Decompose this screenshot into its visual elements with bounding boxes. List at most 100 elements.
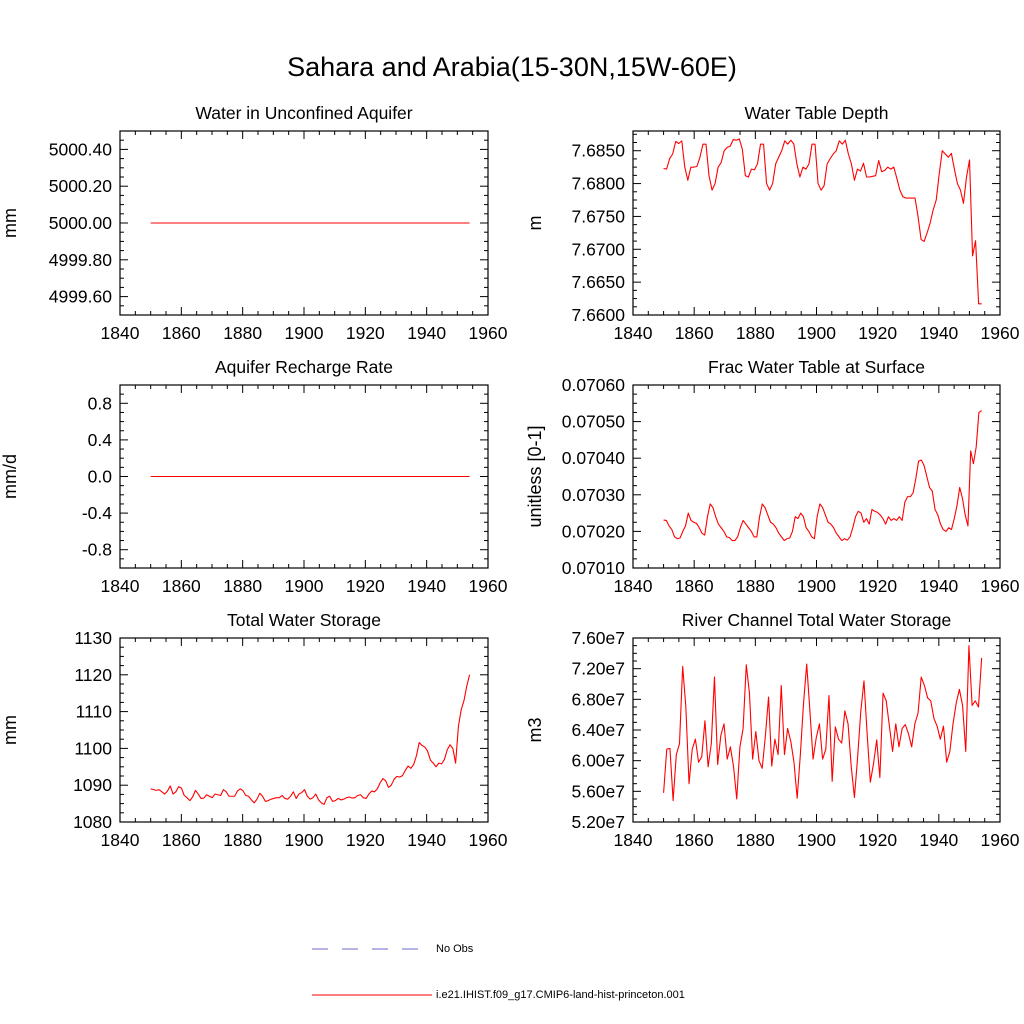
panel-title: Frac Water Table at Surface [708,357,925,377]
y-tick-label: 7.6650 [571,272,625,292]
x-tick-label: 1960 [981,323,1020,343]
x-tick-label: 1960 [469,830,508,850]
y-tick-label: 1080 [73,812,112,832]
x-tick-label: 1840 [101,576,140,596]
y-tick-label: 1110 [76,702,113,722]
legend-label-model-run: i.e21.IHIST.f09_g17.CMIP6-land-hist-prin… [436,989,685,1001]
x-tick-label: 1940 [919,830,958,850]
x-tick-label: 1940 [407,576,446,596]
x-tick-label: 1940 [919,576,958,596]
x-tick-label: 1920 [858,830,897,850]
panel-title: Total Water Storage [227,610,381,630]
x-tick-label: 1860 [675,576,714,596]
y-tick-label: 0.07050 [562,412,626,432]
x-tick-label: 1960 [469,323,508,343]
panel-title: Water in Unconfined Aquifer [195,103,412,123]
x-tick-label: 1840 [101,830,140,850]
figure-title: Sahara and Arabia(15-30N,15W-60E) [287,52,737,82]
y-axis-label: m3 [525,717,545,742]
y-axis-label: mm [0,715,20,745]
y-tick-label: 5000.20 [49,176,113,196]
x-tick-label: 1900 [285,830,324,850]
x-tick-label: 1900 [797,576,836,596]
x-tick-label: 1900 [285,576,324,596]
x-tick-label: 1860 [162,830,201,850]
x-tick-label: 1880 [736,830,775,850]
y-tick-label: 7.6600 [571,305,625,325]
panel-title: Water Table Depth [745,103,889,123]
y-tick-label: 0.07020 [562,521,626,541]
x-tick-label: 1840 [614,830,653,850]
x-tick-label: 1860 [162,323,201,343]
x-tick-label: 1960 [981,576,1020,596]
x-tick-label: 1840 [614,576,653,596]
y-axis-label: mm/d [0,454,20,499]
x-tick-label: 1900 [797,323,836,343]
x-tick-label: 1960 [469,576,508,596]
y-tick-label: 0.07060 [562,375,626,395]
y-tick-label: 1100 [74,738,112,758]
panel-frac-water-table: Frac Water Table at Surface unitless [0-1… [525,357,1020,596]
y-tick-label: 7.6850 [571,141,625,161]
panel-title: Aquifer Recharge Rate [215,357,393,377]
y-tick-label: -0.8 [82,540,112,560]
panel-unconfined-aquifer: Water in Unconfined Aquifer mm 1840 1860 188… [0,103,508,343]
x-tick-label: 1940 [407,830,446,850]
y-tick-label: 7.6700 [571,239,625,259]
panel-water-table-depth: Water Table Depth m 1840 1860 1880 1900 1920 19… [525,103,1020,343]
legend [312,948,432,996]
y-tick-label: 4999.80 [49,250,113,270]
y-tick-label: 7.6800 [571,174,625,194]
y-tick-label: 5.20e7 [571,812,625,832]
y-tick-label: 7.60e7 [571,628,625,648]
x-tick-label: 1920 [346,323,385,343]
x-tick-label: 1860 [162,576,201,596]
legend-label-no-obs: No Obs [436,943,474,955]
x-tick-label: 1880 [223,323,262,343]
x-tick-label: 1940 [407,323,446,343]
panel-recharge-rate: Aquifer Recharge Rate mm/d 1840 1860 1880 190… [0,357,508,596]
y-tick-label: 0.4 [88,430,113,450]
plot-frame [632,384,1001,569]
x-tick-label: 1860 [675,323,714,343]
x-tick-label: 1960 [981,830,1020,850]
y-tick-label: 1090 [73,775,112,795]
panel-total-water-storage: Total Water Storage mm 1840 1860 1880 1900 192… [0,610,508,850]
y-tick-label: 0.0 [88,467,113,487]
series-line [663,645,983,802]
x-tick-label: 1920 [858,323,897,343]
y-tick-label: 4999.60 [49,287,113,307]
x-tick-label: 1880 [223,576,262,596]
x-tick-label: 1880 [736,323,775,343]
y-tick-label: 5000.40 [49,139,113,159]
x-tick-label: 1920 [858,576,897,596]
x-tick-label: 1840 [614,323,653,343]
x-tick-label: 1920 [346,830,385,850]
y-axis-label: m [525,216,545,231]
y-tick-label: 1130 [74,628,112,648]
panel-river-channel-storage: River Channel Total Water Storage m3 1840 1… [525,610,1020,850]
y-tick-label: 6.00e7 [571,751,625,771]
y-tick-label: 7.20e7 [571,659,625,679]
x-tick-label: 1900 [285,323,324,343]
y-tick-label: 0.8 [88,393,112,413]
plot-frame [632,637,1001,823]
y-tick-label: 0.07030 [562,485,626,505]
x-tick-label: 1880 [223,830,262,850]
y-tick-label: 5000.00 [49,213,113,233]
x-tick-label: 1840 [101,323,140,343]
y-tick-label: 1120 [74,665,112,685]
y-tick-label: 7.6750 [571,206,625,226]
series-line [663,410,982,542]
panel-title: River Channel Total Water Storage [682,610,951,630]
x-tick-label: 1900 [797,830,836,850]
x-tick-label: 1940 [919,323,958,343]
y-tick-label: 0.07040 [562,448,626,468]
y-tick-label: 6.40e7 [571,720,625,740]
plot-frame [119,637,489,823]
y-tick-label: 5.60e7 [571,781,625,801]
series-line [663,138,982,305]
x-tick-label: 1880 [736,576,775,596]
series-line [150,674,471,805]
